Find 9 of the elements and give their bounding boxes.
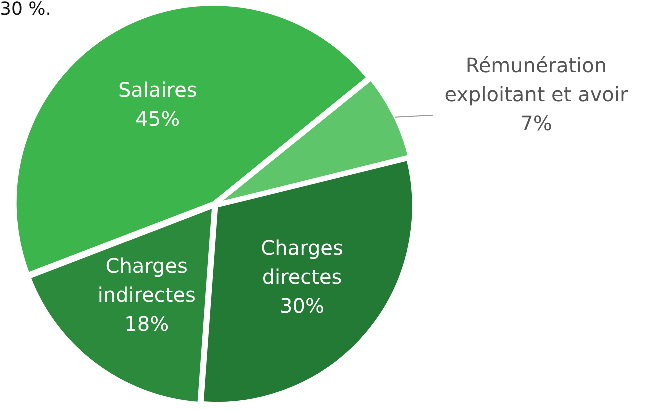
slice-label: Rémunération exploitant et avoir [444,54,629,107]
text: 30 %. [0,0,52,20]
slice-label: Salaires [118,78,198,102]
slice-label: Charges directes [261,236,344,289]
data-label: 18% [124,312,170,336]
data-label: 30% [280,294,324,318]
slice-label: Charges indirectes [98,254,196,307]
data-label: 7% [520,112,552,136]
data-label: 45% [136,106,180,131]
